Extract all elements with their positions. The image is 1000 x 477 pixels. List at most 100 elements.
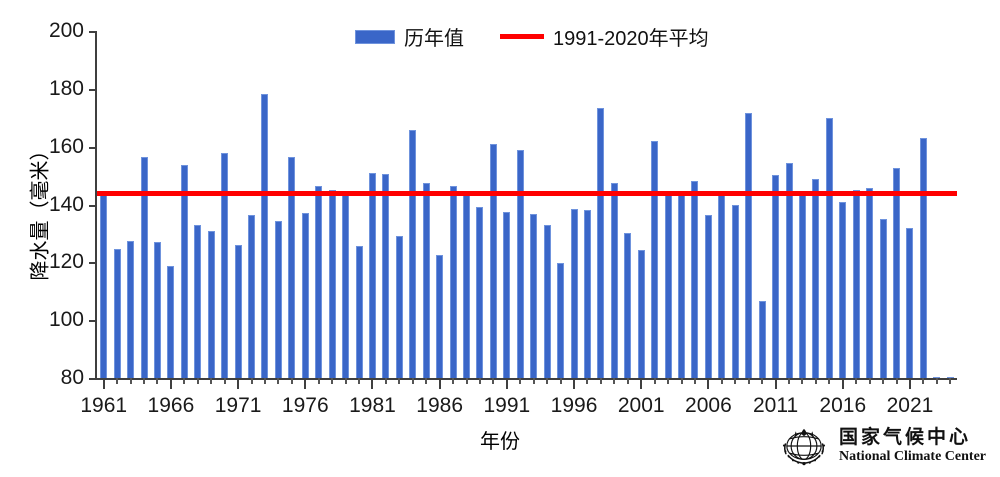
x-axis-minor-tick [116, 378, 119, 384]
x-axis-title: 年份 [480, 431, 520, 453]
x-axis-minor-tick [532, 378, 535, 384]
bar [221, 153, 229, 378]
y-axis-tick-mark [89, 204, 97, 207]
x-axis-tick-label: 1971 [214, 394, 262, 417]
x-axis-minor-tick [922, 378, 925, 384]
x-axis-minor-tick [277, 378, 280, 384]
x-axis-tick-label: 2016 [819, 394, 867, 417]
x-axis-minor-tick [935, 378, 938, 384]
x-axis-major-tick [707, 378, 710, 389]
bar [516, 150, 524, 378]
x-axis-minor-tick [478, 378, 481, 384]
x-axis-minor-tick [143, 378, 146, 384]
bar [207, 230, 215, 378]
x-axis-minor-tick [949, 378, 952, 384]
x-axis-minor-tick [599, 378, 602, 384]
x-axis-minor-tick [210, 378, 213, 384]
x-axis-minor-tick [317, 378, 320, 384]
x-axis-tick-label: 2021 [886, 394, 934, 417]
bar [288, 156, 296, 378]
legend-label-average: 1991-2020年平均 [553, 28, 709, 50]
x-axis-minor-tick [868, 378, 871, 384]
x-axis-minor-tick [250, 378, 253, 384]
y-axis-tick-mark [89, 88, 97, 91]
x-axis-major-tick [169, 378, 172, 389]
x-axis-tick-label: 1996 [550, 394, 598, 417]
bar [866, 187, 874, 378]
bar [234, 244, 242, 378]
bar [946, 377, 954, 378]
x-axis-minor-tick [667, 378, 670, 384]
bar [180, 164, 188, 378]
x-axis-minor-tick [344, 378, 347, 384]
bar [436, 255, 444, 378]
y-axis-tick-mark [89, 31, 97, 33]
chart-legend: 历年值 1991-2020年平均 [355, 22, 709, 51]
bar [583, 210, 591, 378]
bar [745, 112, 753, 378]
bar [315, 185, 323, 378]
x-axis-minor-tick [398, 378, 401, 384]
bar [664, 194, 672, 378]
legend-label-annual: 历年值 [404, 28, 464, 50]
bar [382, 174, 390, 378]
x-axis-minor-tick [290, 378, 293, 384]
bar [933, 377, 941, 378]
bar [127, 240, 135, 378]
x-axis-minor-tick [519, 378, 522, 384]
x-axis-minor-tick [613, 378, 616, 384]
y-axis-tick-mark [89, 378, 97, 380]
x-axis-major-tick [505, 378, 508, 389]
x-axis-major-tick [237, 378, 240, 389]
bar [342, 192, 350, 378]
x-axis-minor-tick [747, 378, 750, 384]
bar [503, 211, 511, 378]
x-axis-minor-tick [129, 378, 132, 384]
plot-area: 1961 1966 1971 1976 1981 1986 1991 1996 2001 2006… [80, 31, 957, 417]
bar [100, 192, 108, 378]
bar [906, 227, 914, 378]
bar [597, 107, 605, 378]
x-axis-minor-tick [734, 378, 737, 384]
logo-name-cn: 国家气候中心 [839, 425, 972, 448]
y-axis-tick-label: 200 [48, 19, 84, 42]
x-axis-tick-label: 1961 [80, 394, 128, 417]
bar [153, 242, 161, 378]
y-axis-tick-mark [89, 146, 97, 149]
bar [798, 190, 806, 378]
x-axis-minor-tick [263, 378, 266, 384]
x-axis-minor-tick [693, 378, 696, 384]
x-axis-tick-label: 2006 [685, 394, 732, 417]
legend-item-annual: 历年值 [355, 22, 464, 51]
bar [772, 174, 780, 378]
x-axis-minor-tick [452, 378, 455, 384]
x-axis-minor-tick [586, 378, 589, 384]
x-axis-minor-tick [720, 378, 723, 384]
bar [449, 186, 457, 378]
x-axis-tick-label: 1991 [483, 394, 531, 417]
y-axis-tick-label: 160 [48, 134, 84, 158]
bar [274, 221, 282, 378]
x-axis-minor-tick [411, 378, 414, 384]
bar [301, 213, 309, 378]
x-axis-major-tick [304, 378, 307, 389]
bar [261, 93, 269, 378]
x-axis-minor-tick [384, 378, 387, 384]
x-axis-minor-tick [425, 378, 428, 384]
bar [852, 190, 860, 378]
bar [530, 213, 538, 378]
bar [785, 162, 793, 378]
bar [825, 117, 833, 378]
legend-item-average: 1991-2020年平均 [500, 22, 709, 51]
bar [113, 249, 121, 378]
x-axis-minor-tick [788, 378, 791, 384]
x-axis-minor-tick [358, 378, 361, 384]
bar [879, 218, 887, 378]
x-axis-minor-tick [223, 378, 226, 384]
bar [839, 202, 847, 378]
bar [678, 191, 686, 378]
bar [543, 224, 551, 378]
x-axis-minor-tick [828, 378, 831, 384]
bar-series [97, 31, 957, 378]
